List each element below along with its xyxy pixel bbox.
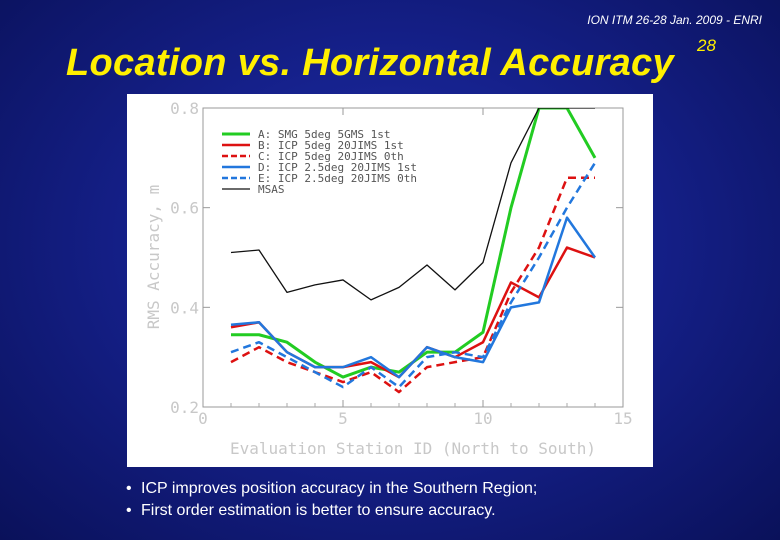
y-tick-label: 0.8 xyxy=(170,99,199,118)
series-line-2 xyxy=(230,246,596,379)
legend-label: MSAS xyxy=(258,183,285,196)
accuracy-line-chart: 0 5 10 15 0.2 0.4 0.6 0.8 A: SMG 5deg 5GMS 1stB… xyxy=(144,99,633,458)
y-tick-label: 0.2 xyxy=(170,398,199,417)
y-tick-label: 0.6 xyxy=(170,199,199,218)
series-line-3 xyxy=(230,176,595,394)
y-axis-label: RMS Accuracy, m xyxy=(144,185,163,330)
x-tick-label: 15 xyxy=(613,409,632,428)
bullet-text: First order estimation is better to ensu… xyxy=(141,502,496,519)
y-tick-label: 0.4 xyxy=(170,298,199,317)
x-tick-label: 10 xyxy=(473,409,492,428)
legend-label: D: ICP 2.5deg 20JIMS 1st xyxy=(258,161,417,174)
page-number: 28 xyxy=(697,36,716,55)
slide-header-caption: ION ITM 26-28 Jan. 2009 - ENRI xyxy=(587,13,762,27)
x-axis-label: Evaluation Station ID (North to South) xyxy=(230,439,596,458)
series-line-5 xyxy=(230,162,597,389)
bullet-item: • ICP improves position accuracy in the … xyxy=(126,478,537,500)
legend-label: B: ICP 5deg 20JIMS 1st xyxy=(258,139,404,152)
bullet-marker: • xyxy=(126,502,132,519)
x-tick-label: 5 xyxy=(338,409,348,428)
bullet-text: ICP improves position accuracy in the So… xyxy=(141,480,538,497)
tick-marks xyxy=(202,107,624,408)
slide-title: Location vs. Horizontal Accuracy xyxy=(66,42,674,84)
legend-label: A: SMG 5deg 5GMS 1st xyxy=(258,128,390,141)
legend-label: E: ICP 2.5deg 20JIMS 0th xyxy=(258,172,417,185)
chart-panel: 0 5 10 15 0.2 0.4 0.6 0.8 A: SMG 5deg 5GMS 1st B… xyxy=(127,94,653,467)
legend-label: C: ICP 5deg 20JIMS 0th xyxy=(258,150,404,163)
plot-frame xyxy=(202,107,624,408)
bullet-list: • ICP improves position accuracy in the … xyxy=(126,478,537,522)
bullet-marker: • xyxy=(126,480,132,497)
tick-labels: 0 5 10 15 0.2 0.4 0.6 0.8 xyxy=(170,99,633,428)
x-tick-label: 0 xyxy=(198,409,208,428)
series-line-6 xyxy=(230,108,595,301)
bullet-item: • First order estimation is better to en… xyxy=(126,500,537,522)
series-lines xyxy=(230,108,597,394)
series-line-4 xyxy=(230,216,597,379)
